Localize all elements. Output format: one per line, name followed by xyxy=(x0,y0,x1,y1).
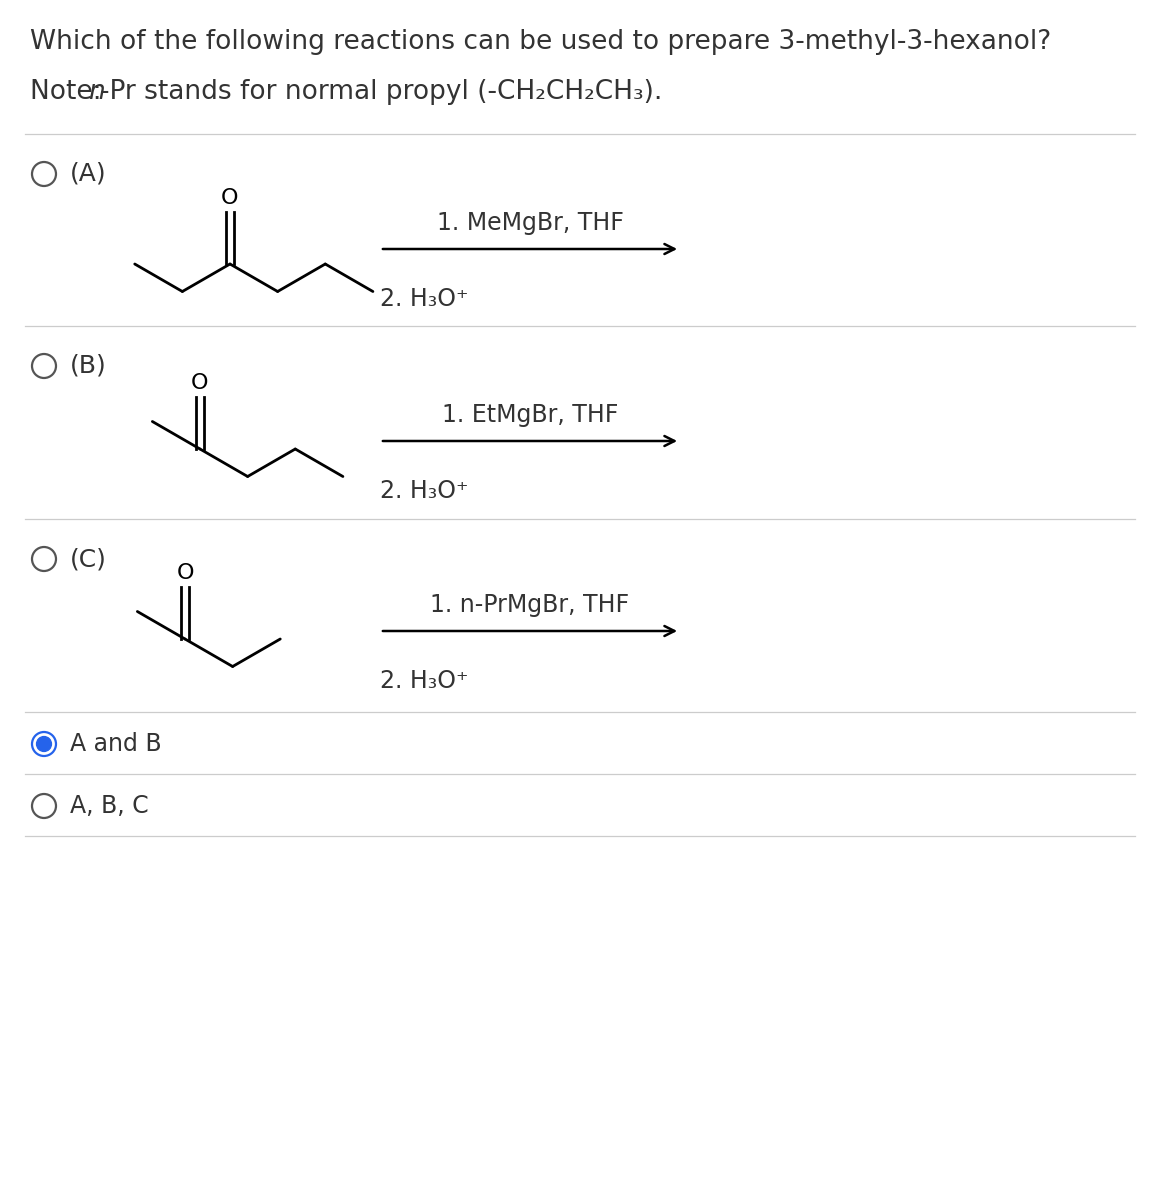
Text: (C): (C) xyxy=(70,547,107,571)
Text: O: O xyxy=(222,188,239,208)
Text: 2. H₃O⁺: 2. H₃O⁺ xyxy=(380,480,469,503)
Text: 1. EtMgBr, THF: 1. EtMgBr, THF xyxy=(442,403,618,427)
Circle shape xyxy=(37,736,51,752)
Text: n: n xyxy=(88,79,104,105)
Text: A and B: A and B xyxy=(70,732,161,757)
Text: A, B, C: A, B, C xyxy=(70,794,148,818)
Text: Note:: Note: xyxy=(30,79,110,105)
Text: O: O xyxy=(191,373,209,393)
Text: (A): (A) xyxy=(70,162,107,186)
Text: O: O xyxy=(176,564,194,583)
Text: (B): (B) xyxy=(70,354,107,378)
Text: 2. H₃O⁺: 2. H₃O⁺ xyxy=(380,669,469,693)
Text: Which of the following reactions can be used to prepare 3-methyl-3-hexanol?: Which of the following reactions can be … xyxy=(30,28,1051,54)
Text: -Pr stands for normal propyl (-CH₂CH₂CH₃).: -Pr stands for normal propyl (-CH₂CH₂CH₃… xyxy=(100,79,662,105)
Text: 1. n-PrMgBr, THF: 1. n-PrMgBr, THF xyxy=(430,593,630,617)
Text: 2. H₃O⁺: 2. H₃O⁺ xyxy=(380,287,469,311)
Text: 1. MeMgBr, THF: 1. MeMgBr, THF xyxy=(436,211,623,234)
